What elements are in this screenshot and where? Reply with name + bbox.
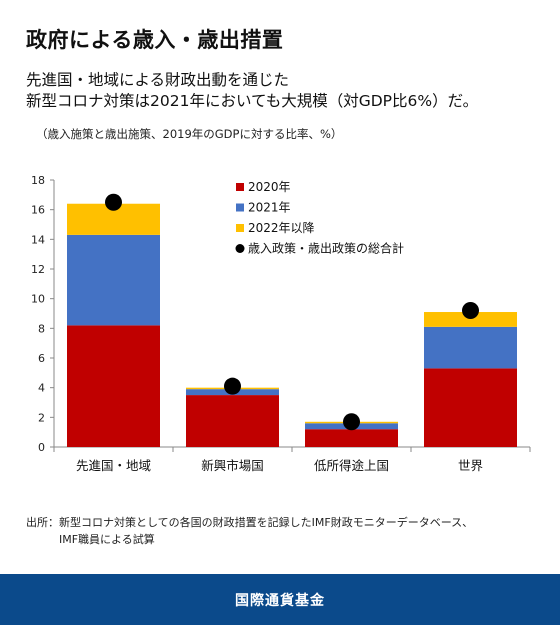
y-tick-label: 6	[38, 352, 45, 365]
legend-marker	[235, 244, 245, 253]
bar-segment	[67, 325, 160, 447]
y-tick-label: 14	[31, 233, 45, 246]
total-marker	[224, 377, 241, 395]
y-tick-label: 16	[31, 204, 45, 217]
page-title: 政府による歳入・歳出措置	[26, 28, 284, 52]
bar-segment	[424, 312, 517, 327]
unit-note: （歳入施策と歳出施策、2019年のGDPに対する比率、%）	[36, 127, 343, 141]
chart-subtitle: 先進国・地域による財政出動を通じた 新型コロナ対策は2021年においても大規模（…	[26, 70, 478, 112]
bar-segment	[305, 429, 398, 447]
total-marker	[105, 193, 122, 211]
bar-segment	[186, 395, 279, 447]
y-tick-label: 2	[38, 411, 45, 424]
bar-segment	[424, 326, 517, 369]
bar-segment	[67, 234, 160, 326]
legend-label: 2020年	[248, 180, 291, 194]
legend-label: 歳入政策・歳出政策の総合計	[248, 241, 404, 256]
category-label: 世界	[458, 458, 484, 473]
legend-swatch	[236, 224, 244, 232]
legend-swatch	[236, 203, 244, 212]
category-label: 低所得途上国	[314, 458, 389, 473]
source-line-2: IMF職員による試算	[59, 533, 155, 546]
stacked-bar-chart: 0 2 4 6 8 10 12 14 16 18 先進国・地域 新興市場国 低所得途上国 世界 2020年…	[31, 174, 531, 473]
y-tick-label: 12	[31, 263, 45, 276]
source-note: 出所：新型コロナ対策としての各国の財政措置を記録したIMF財政モニターデータベー…	[26, 514, 473, 548]
category-label: 先進国・地域	[76, 458, 151, 473]
y-tick-label: 4	[38, 382, 45, 395]
y-tick-label: 0	[38, 441, 45, 454]
y-tick-label: 10	[31, 293, 45, 306]
subtitle-line-2: 新型コロナ対策は2021年においても大規模（対GDP比6%）だ。	[26, 92, 479, 110]
bar-segment	[424, 368, 517, 447]
legend-label: 2022年以降	[248, 221, 315, 235]
subtitle-line-1: 先進国・地域による財政出動を通じた	[26, 71, 290, 89]
footer-bar: 国際通貨基金	[0, 574, 560, 625]
legend-swatch	[236, 183, 244, 191]
total-marker	[462, 302, 479, 320]
footer-label: 国際通貨基金	[235, 592, 325, 609]
legend-label: 2021年	[248, 201, 291, 215]
category-label: 新興市場国	[201, 458, 264, 473]
y-tick-label: 8	[38, 322, 45, 335]
total-marker	[343, 413, 360, 431]
source-line-1: 出所：新型コロナ対策としての各国の財政措置を記録したIMF財政モニターデータベー…	[26, 516, 474, 529]
y-tick-label: 18	[31, 174, 45, 187]
